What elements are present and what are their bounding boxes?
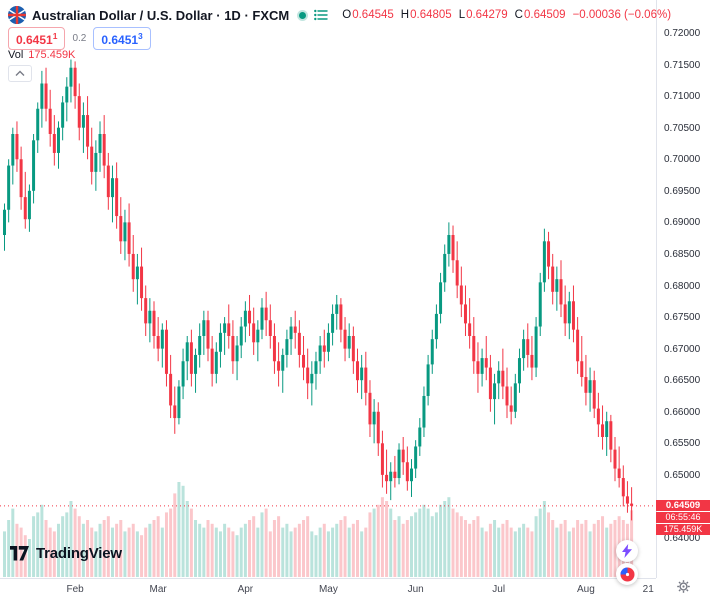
object-tree-icon[interactable]	[314, 9, 328, 21]
price-tick-label: 0.71500	[664, 59, 701, 71]
time-tick-label: May	[318, 584, 338, 595]
tradingview-logo-text: TradingView	[36, 545, 122, 562]
settings-gear-icon[interactable]	[676, 580, 690, 598]
price-tick-label: 0.64000	[664, 533, 701, 544]
time-tick-label: 21	[642, 584, 654, 595]
volume-series	[3, 482, 634, 577]
candlestick-series	[3, 59, 634, 521]
collapse-legend-button[interactable]	[8, 65, 32, 82]
promo-button[interactable]	[616, 563, 638, 585]
price-tick-label: 0.68500	[664, 248, 701, 260]
price-tick-label: 0.65000	[664, 469, 701, 481]
chevron-up-icon	[15, 70, 25, 76]
price-tick-label: 0.70500	[664, 122, 701, 134]
symbol-title[interactable]: Australian Dollar / U.S. Dollar · 1D · F…	[32, 7, 290, 23]
price-tick-label: 0.67000	[664, 343, 701, 355]
price-tick-label: 0.70000	[664, 154, 701, 166]
axis-corner	[656, 578, 710, 600]
price-tick-label: 0.65500	[664, 438, 701, 450]
open-value: 0.64545	[352, 9, 394, 21]
chart-legend: Australian Dollar / U.S. Dollar · 1D · F…	[8, 6, 671, 24]
time-tick-label: Apr	[237, 584, 254, 595]
lightning-bolt-icon	[622, 544, 632, 558]
time-tick-label: Feb	[66, 584, 84, 595]
close-label: C	[514, 9, 523, 21]
time-axis[interactable]: Feb Mar Apr May Jun Jul Aug 21	[0, 578, 710, 600]
time-tick-label: Aug	[577, 584, 595, 595]
price-tick-label: 0.69500	[664, 185, 701, 197]
buy-ask-button[interactable]: 0.64513	[93, 27, 151, 50]
time-tick-label: Jun	[407, 584, 424, 595]
price-tick-label: 0.66500	[664, 375, 701, 387]
time-tick-label: Jul	[492, 584, 506, 595]
open-label: O	[342, 9, 352, 21]
ohlc-readout: O 0.64545 H 0.64805 L 0.64279 C 0.64509 …	[342, 9, 671, 21]
high-label: H	[400, 9, 410, 21]
volume-label: Vol	[8, 49, 24, 61]
last-volume-label: 175.459K	[656, 523, 710, 535]
low-value: 0.64279	[466, 9, 508, 21]
volume-legend: Vol 175.459K	[8, 49, 75, 61]
price-axis[interactable]: 0.72000 0.71500 0.71000 0.70500 0.70000 0.695…	[656, 0, 710, 578]
change-value: −0.00036 (−0.06%)	[572, 9, 672, 21]
price-tick-label: 0.67500	[664, 312, 701, 324]
price-tick-label: 0.69000	[664, 217, 701, 229]
sell-bid-button[interactable]: 0.64511	[8, 27, 66, 50]
price-tick-label: 0.68000	[664, 280, 701, 292]
quick-actions-button[interactable]	[616, 540, 638, 562]
close-value: 0.64509	[523, 9, 566, 21]
tradingview-mark-icon	[10, 546, 29, 561]
last-price-label: 0.64509	[656, 499, 710, 511]
price-tick-label: 0.66000	[664, 406, 701, 418]
last-price-label-stack: 0.64509 06:55:46 175.459K	[656, 499, 710, 536]
time-tick-label: Mar	[149, 584, 167, 595]
price-tick-label: 0.72000	[664, 28, 701, 39]
promo-ball-icon	[620, 567, 634, 581]
spread-value: 0.2	[72, 33, 87, 44]
bar-countdown-label: 06:55:46	[656, 511, 710, 523]
high-value: 0.64805	[410, 9, 452, 21]
price-tick-label: 0.71000	[664, 91, 701, 103]
market-status-dot-icon[interactable]	[299, 11, 307, 19]
volume-value: 175.459K	[28, 49, 76, 61]
tradingview-logo[interactable]: TradingView	[9, 545, 122, 562]
symbol-logo-icon	[8, 6, 26, 24]
bid-ask-row: 0.64511 0.2 0.64513	[8, 27, 151, 50]
low-label: L	[458, 9, 466, 21]
